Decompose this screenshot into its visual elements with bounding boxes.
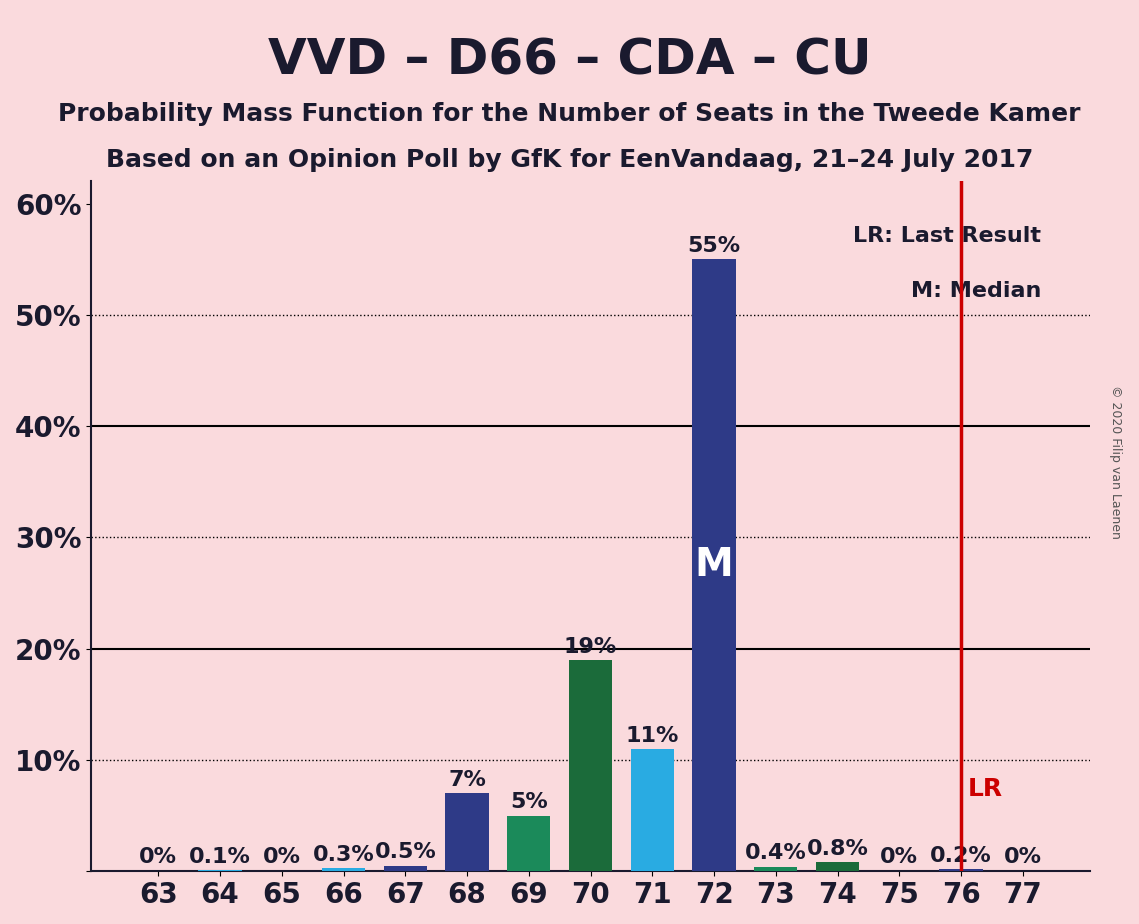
Text: 19%: 19% <box>564 637 617 656</box>
Text: 0.3%: 0.3% <box>313 845 375 865</box>
Bar <box>816 862 859 871</box>
Bar <box>693 260 736 871</box>
Bar <box>940 869 983 871</box>
Text: 7%: 7% <box>448 770 486 790</box>
Bar <box>384 866 427 871</box>
Bar <box>754 867 797 871</box>
Bar <box>322 868 366 871</box>
Text: 11%: 11% <box>625 725 679 746</box>
Bar <box>198 870 241 871</box>
Text: VVD – D66 – CDA – CU: VVD – D66 – CDA – CU <box>268 37 871 85</box>
Text: Probability Mass Function for the Number of Seats in the Tweede Kamer: Probability Mass Function for the Number… <box>58 102 1081 126</box>
Bar <box>507 816 550 871</box>
Bar <box>570 660 612 871</box>
Text: 5%: 5% <box>510 792 548 812</box>
Text: M: M <box>695 546 734 584</box>
Text: 0.5%: 0.5% <box>375 843 436 862</box>
Text: LR: LR <box>967 777 1002 801</box>
Text: 0%: 0% <box>1003 847 1042 868</box>
Text: 0%: 0% <box>880 847 918 868</box>
Text: 0.8%: 0.8% <box>806 839 869 859</box>
Text: 0%: 0% <box>139 847 178 868</box>
Bar <box>631 748 674 871</box>
Bar <box>445 794 489 871</box>
Text: Based on an Opinion Poll by GfK for EenVandaag, 21–24 July 2017: Based on an Opinion Poll by GfK for EenV… <box>106 148 1033 172</box>
Text: 55%: 55% <box>688 236 740 256</box>
Text: LR: Last Result: LR: Last Result <box>853 225 1041 246</box>
Text: 0.2%: 0.2% <box>931 845 992 866</box>
Text: M: Median: M: Median <box>911 282 1041 301</box>
Text: 0.4%: 0.4% <box>745 844 806 864</box>
Text: 0%: 0% <box>263 847 301 868</box>
Text: © 2020 Filip van Laenen: © 2020 Filip van Laenen <box>1109 385 1122 539</box>
Text: 0.1%: 0.1% <box>189 846 251 867</box>
